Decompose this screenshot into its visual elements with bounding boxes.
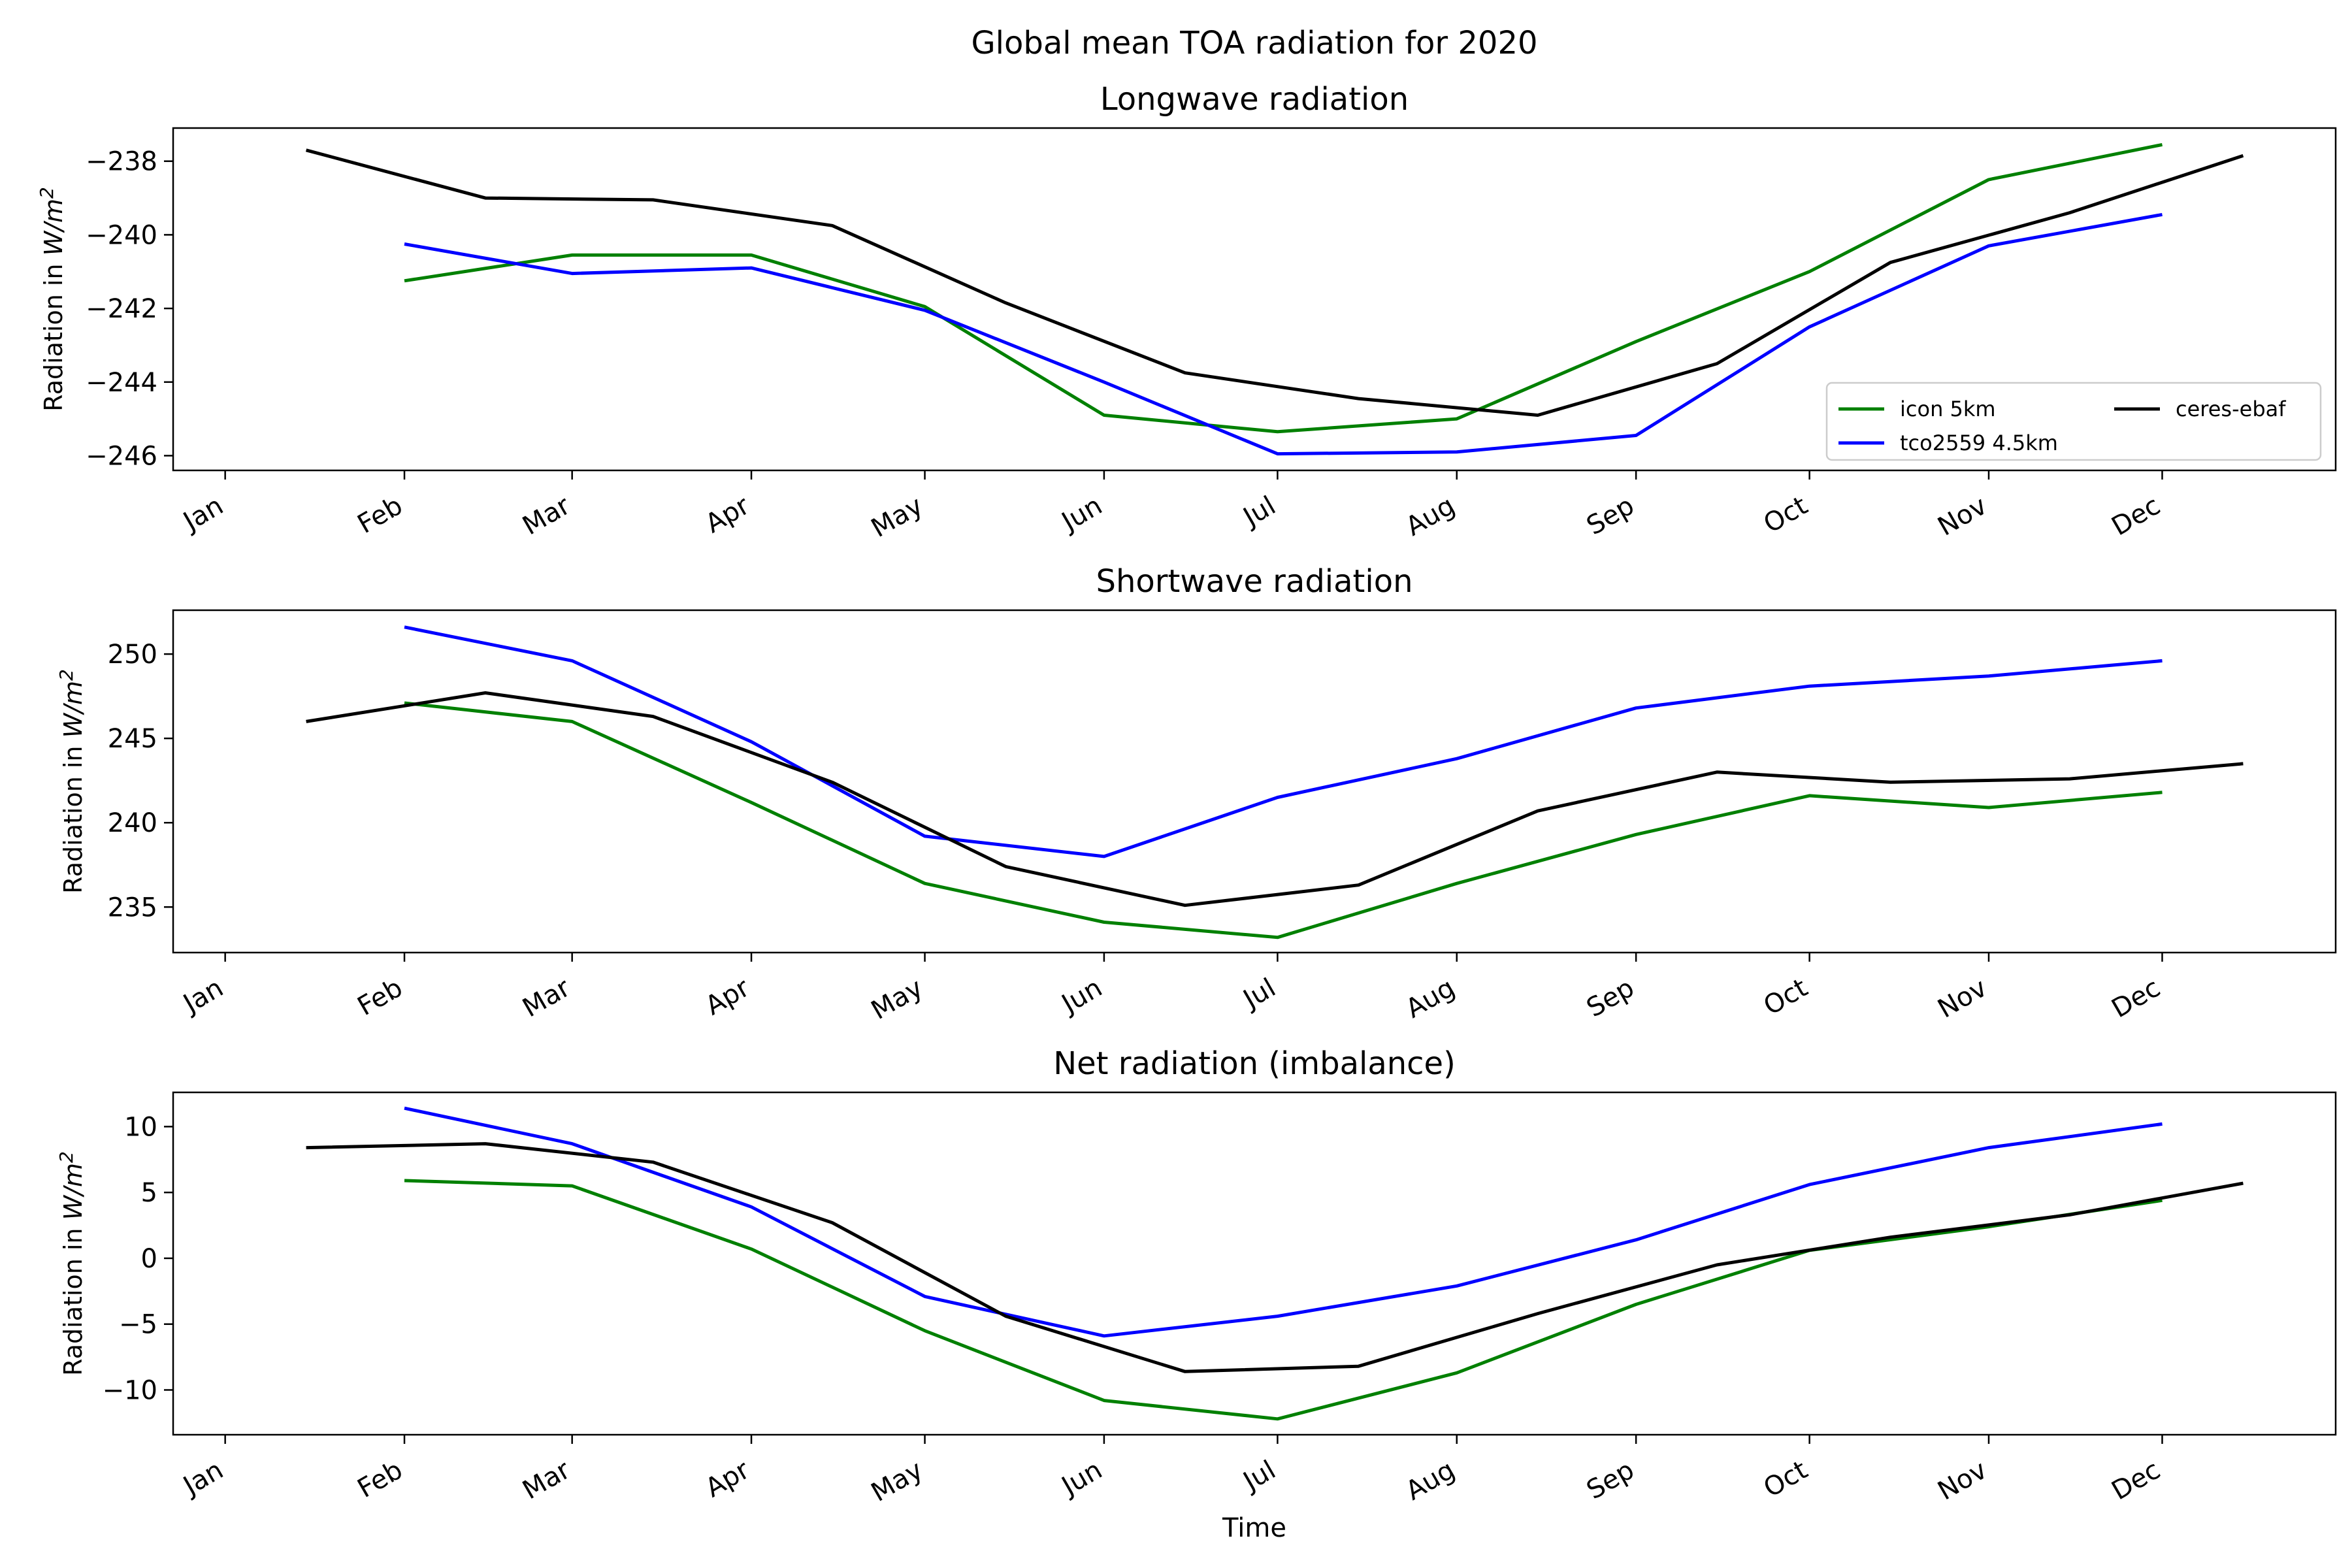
x-tick-label: May	[866, 491, 928, 544]
x-tick-label: Mar	[517, 973, 576, 1024]
panel-1: Longwave radiation −246 −244 −242 −240 −238 Ja…	[36, 81, 2337, 544]
legend: icon 5km tco2559 4.5km ceres-ebaf	[1825, 382, 2322, 461]
y-tick-label: −238	[86, 147, 157, 177]
x-tick-label: Feb	[353, 491, 408, 540]
series-line-3	[306, 691, 2244, 907]
series-line-3	[306, 1142, 2244, 1373]
x-tick-label: Jun	[1055, 491, 1107, 538]
x-tick-label: Nov	[1933, 1455, 1992, 1507]
x-tick-label: Feb	[353, 973, 408, 1022]
x-tick-label: Jan	[177, 973, 229, 1020]
legend-label: ceres-ebaf	[2176, 397, 2286, 421]
x-tick-label: Jun	[1055, 973, 1107, 1021]
legend-label: tco2559 4.5km	[1900, 431, 2058, 455]
axes-frame	[172, 127, 2337, 472]
x-tick-label: Dec	[2106, 1455, 2165, 1507]
y-axis-label: Radiation in W/m2	[36, 187, 68, 412]
y-tick-label: 10	[124, 1112, 157, 1142]
x-tick-label: Jun	[1055, 1455, 1107, 1503]
y-axis-label: Radiation in W/m2	[56, 669, 88, 894]
y-tick-label: −244	[86, 368, 157, 398]
series-line-1	[404, 1179, 2163, 1421]
y-tick-label: −242	[86, 294, 157, 324]
y-tick-label: −5	[119, 1310, 157, 1340]
figure-suptitle: Global mean TOA radiation for 2020	[971, 25, 1537, 61]
x-tick-label: Jul	[1237, 491, 1281, 533]
x-tick-label: Aug	[1401, 491, 1460, 542]
y-tick-label: −10	[103, 1375, 157, 1405]
series-line-1	[404, 701, 2163, 939]
x-tick-label: Nov	[1933, 491, 1992, 542]
y-axis-label: Radiation in W/m2	[56, 1151, 88, 1376]
x-tick-label: Jul	[1237, 1455, 1281, 1497]
series-line-2	[404, 625, 2163, 858]
series-line-2	[404, 212, 2163, 456]
x-tick-label: Oct	[1759, 1455, 1813, 1503]
panel-3: Net radiation (imbalance) −10 −5 0 5 10 Jan Feb…	[56, 1045, 2337, 1508]
x-tick-label: Feb	[353, 1455, 408, 1504]
x-tick-label: Aug	[1401, 973, 1460, 1024]
panel-2: Shortwave radiation 235 240 245 250 Jan Feb Mar…	[56, 563, 2337, 1026]
x-tick-label: Jan	[177, 1455, 229, 1502]
y-tick-label: 0	[141, 1244, 157, 1274]
axes-frame	[172, 1091, 2337, 1436]
y-tick-label: −246	[86, 441, 157, 471]
x-tick-label: Mar	[517, 1455, 576, 1506]
panels: Longwave radiation −246 −244 −242 −240 −238 Ja…	[36, 81, 2337, 1508]
panel-title: Shortwave radiation	[1096, 563, 1413, 600]
y-tick-label: −240	[86, 220, 157, 250]
x-tick-label: Dec	[2106, 973, 2165, 1024]
x-tick-label: Aug	[1401, 1455, 1460, 1507]
series-line-3	[305, 148, 2244, 417]
x-tick-label: Apr	[700, 973, 755, 1022]
y-tick-label: 250	[108, 640, 157, 670]
series-line-1	[404, 142, 2163, 434]
y-tick-label: 240	[108, 808, 157, 838]
x-tick-label: Mar	[517, 491, 576, 542]
x-tick-label: May	[866, 973, 928, 1026]
x-tick-label: Jul	[1237, 973, 1281, 1015]
legend-box	[1825, 382, 2322, 461]
x-tick-label: Jan	[177, 491, 229, 538]
y-tick-label: 235	[108, 892, 157, 923]
axes-frame	[172, 609, 2337, 954]
series-line-2	[404, 1106, 2163, 1338]
x-tick-label: Oct	[1759, 491, 1813, 539]
x-tick-label: Apr	[700, 491, 755, 540]
x-tick-label: Sep	[1582, 973, 1639, 1024]
x-tick-label: Dec	[2106, 491, 2165, 542]
x-tick-label: Nov	[1933, 973, 1992, 1024]
x-tick-label: May	[866, 1455, 928, 1508]
y-tick-label: 5	[141, 1178, 157, 1208]
panel-title: Net radiation (imbalance)	[1053, 1045, 1456, 1082]
panel-title: Longwave radiation	[1100, 81, 1409, 118]
y-tick-label: 245	[108, 724, 157, 754]
x-axis-label: Time	[1222, 1513, 1286, 1543]
x-tick-label: Sep	[1582, 491, 1639, 542]
x-tick-label: Sep	[1582, 1455, 1639, 1506]
x-tick-label: Oct	[1759, 973, 1813, 1021]
legend-label: icon 5km	[1900, 397, 1996, 421]
x-tick-label: Apr	[700, 1455, 755, 1504]
